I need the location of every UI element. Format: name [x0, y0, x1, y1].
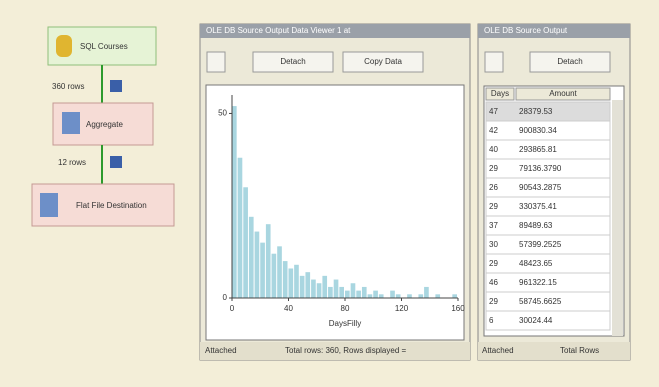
- play-button[interactable]: [207, 52, 225, 72]
- play-button[interactable]: [485, 52, 503, 72]
- grid-cell: 293865.81: [519, 145, 557, 154]
- grid-cell: 30: [489, 240, 498, 249]
- bar: [294, 265, 299, 298]
- grid-cell: 58745.6625: [519, 297, 562, 306]
- status-text: Attached: [482, 346, 514, 355]
- status-text: Total Rows: [560, 346, 599, 355]
- bar: [311, 280, 316, 298]
- bar: [317, 283, 322, 298]
- window-title: OLE DB Source Output: [484, 26, 568, 35]
- bar: [289, 268, 294, 298]
- grid-cell: 79136.3790: [519, 164, 562, 173]
- grid-cell: 48423.65: [519, 259, 553, 268]
- grid-cell: 46: [489, 278, 498, 287]
- bar: [277, 246, 282, 298]
- x-tick-label: 80: [341, 304, 350, 313]
- bar: [255, 232, 260, 298]
- screenshot: SQL Courses 360 rows Aggregate 12 rows F…: [0, 0, 659, 387]
- bar: [396, 294, 401, 298]
- bar: [249, 217, 254, 298]
- edge-label: 12 rows: [58, 158, 86, 167]
- y-tick-label: 50: [218, 109, 227, 118]
- edge-label: 360 rows: [52, 82, 84, 91]
- bar: [356, 291, 361, 298]
- bar: [407, 294, 412, 298]
- bar: [283, 261, 288, 298]
- grid-cell: 961322.15: [519, 278, 557, 287]
- bar: [435, 294, 440, 298]
- bar: [266, 224, 271, 298]
- grid-cell: 40: [489, 145, 498, 154]
- x-tick-label: 120: [395, 304, 409, 313]
- bar: [351, 283, 356, 298]
- window-title: OLE DB Source Output Data Viewer 1 at: [206, 26, 351, 35]
- scrollbar[interactable]: [612, 100, 623, 336]
- node-label: SQL Courses: [80, 42, 128, 51]
- node-label: Aggregate: [86, 120, 123, 129]
- bar: [362, 287, 367, 298]
- node-icon: [56, 35, 72, 57]
- bar: [379, 294, 384, 298]
- bar: [339, 287, 344, 298]
- bar: [390, 291, 395, 298]
- grid-cell: 900830.34: [519, 126, 557, 135]
- node-icon: [62, 112, 80, 134]
- button-label: Detach: [557, 57, 582, 66]
- grid-cell: 330375.41: [519, 202, 557, 211]
- bar: [452, 294, 457, 298]
- y-tick-label: 0: [223, 293, 228, 302]
- bar: [305, 272, 310, 298]
- viewer-icon[interactable]: [110, 80, 122, 92]
- grid-cell: 29: [489, 164, 498, 173]
- bar: [272, 254, 277, 298]
- grid-cell: 57399.2525: [519, 240, 562, 249]
- status-text: Total rows: 360, Rows displayed =: [285, 346, 407, 355]
- grid-cell: 90543.2875: [519, 183, 562, 192]
- bar: [373, 291, 378, 298]
- bar: [368, 294, 373, 298]
- bar: [345, 291, 350, 298]
- column-header-label: Days: [491, 89, 509, 98]
- viewer-icon[interactable]: [110, 156, 122, 168]
- grid-cell: 28379.53: [519, 107, 553, 116]
- column-header-label: Amount: [549, 89, 577, 98]
- bar: [238, 158, 243, 298]
- grid-cell: 47: [489, 107, 498, 116]
- grid-cell: 26: [489, 183, 498, 192]
- bar: [418, 294, 423, 298]
- status-text: Attached: [205, 346, 237, 355]
- grid-cell: 42: [489, 126, 498, 135]
- bar: [322, 276, 327, 298]
- bar: [260, 243, 265, 298]
- grid-cell: 37: [489, 221, 498, 230]
- canvas: SQL Courses 360 rows Aggregate 12 rows F…: [0, 0, 659, 387]
- x-axis-label: DaysFilly: [329, 319, 361, 328]
- button-label: Detach: [280, 57, 305, 66]
- grid-cell: 6: [489, 316, 494, 325]
- grid-cell: 89489.63: [519, 221, 553, 230]
- grid-cell: 30024.44: [519, 316, 553, 325]
- bar: [243, 187, 248, 298]
- grid-cell: 29: [489, 202, 498, 211]
- button-label: Copy Data: [364, 57, 402, 66]
- x-tick-label: 40: [284, 304, 293, 313]
- node-label: Flat File Destination: [76, 201, 147, 210]
- bar: [424, 287, 429, 298]
- grid-rows: Days Amount 47 28379.53 42 900830.34 40 293865.…: [486, 88, 610, 330]
- x-tick-label: 160: [451, 304, 465, 313]
- bar: [334, 280, 339, 298]
- node-icon: [40, 193, 58, 217]
- grid-cell: 29: [489, 297, 498, 306]
- bar: [328, 287, 333, 298]
- grid-cell: 29: [489, 259, 498, 268]
- bar: [300, 276, 305, 298]
- x-tick-label: 0: [230, 304, 235, 313]
- bar: [232, 106, 237, 298]
